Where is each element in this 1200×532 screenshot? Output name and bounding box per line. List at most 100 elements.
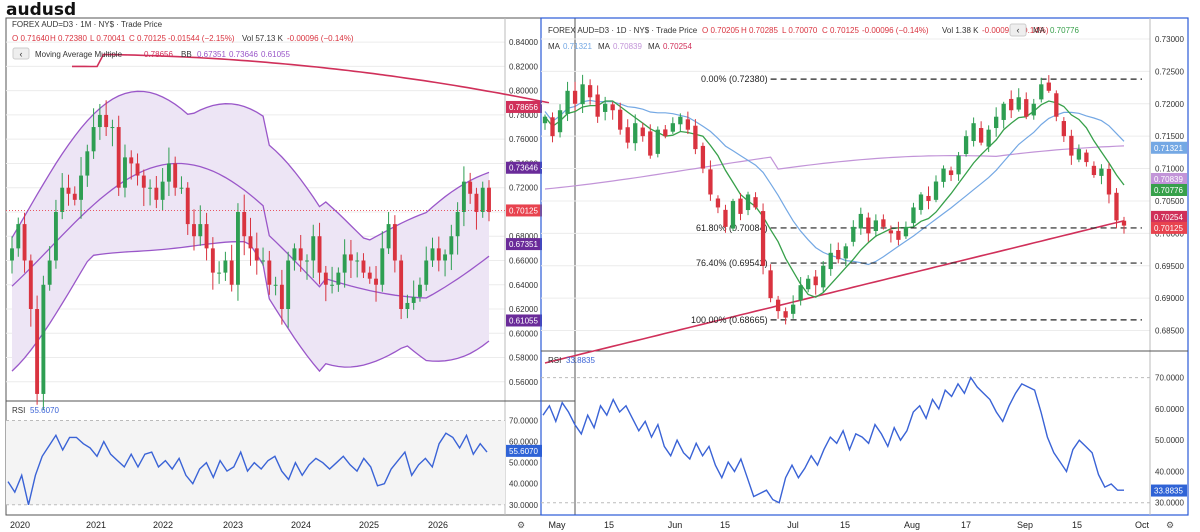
left-y-tick: 0.72000 bbox=[509, 184, 538, 193]
right-candle-body bbox=[663, 129, 668, 137]
right-candle-body bbox=[1009, 98, 1014, 111]
right-candle-body bbox=[715, 198, 721, 208]
right-candle-body bbox=[956, 155, 961, 175]
left-candle-body bbox=[85, 151, 90, 176]
right-candle-body bbox=[948, 170, 954, 176]
right-price-label-bg bbox=[1151, 172, 1187, 185]
left-candle-body bbox=[173, 163, 178, 188]
right-candle-body bbox=[1091, 165, 1097, 176]
left-price-label: 0.78656 bbox=[509, 103, 538, 112]
left-candle-body bbox=[267, 260, 272, 285]
right-candle-body bbox=[1016, 97, 1021, 110]
right-price-label: 0.70125 bbox=[1154, 224, 1183, 233]
left-candle-body bbox=[317, 236, 322, 273]
left-candle-body bbox=[223, 260, 228, 273]
right-rsi-line bbox=[542, 376, 1124, 504]
left-candle-body bbox=[141, 175, 146, 188]
left-candle-body bbox=[236, 211, 240, 285]
left-y-tick: 0.76000 bbox=[509, 135, 538, 144]
right-candle-body bbox=[1121, 220, 1127, 226]
left-candle-body bbox=[292, 248, 297, 261]
right-symbol: FOREX AUD=D3 · 1D · NY$ · Trade Price bbox=[548, 26, 698, 35]
left-candle-body bbox=[242, 211, 247, 237]
right-candle-body bbox=[790, 304, 796, 314]
left-mam-value: 0.78656 bbox=[144, 50, 173, 59]
right-candle-body bbox=[941, 168, 946, 182]
left-candle-body bbox=[261, 260, 265, 262]
left-candle-body bbox=[418, 284, 422, 297]
left-candle-body bbox=[116, 127, 121, 188]
left-candle-body bbox=[79, 175, 83, 200]
left-candle-body bbox=[229, 260, 234, 285]
left-price-label: 0.70125 bbox=[509, 206, 538, 215]
left-candle-body bbox=[217, 272, 222, 274]
right-candle-body bbox=[738, 198, 743, 214]
right-x-tick: Oct bbox=[1135, 520, 1150, 530]
left-rsi-y-tick: 60.0000 bbox=[509, 438, 538, 447]
right-candle-body bbox=[610, 104, 615, 111]
right-x-tick: 15 bbox=[1072, 520, 1082, 530]
right-candle-body bbox=[700, 145, 706, 169]
left-volume-change: -0.00096 (−0.14%) bbox=[287, 34, 354, 43]
right-candle-body bbox=[572, 90, 578, 104]
right-rsi-label: RSI bbox=[548, 356, 561, 365]
right-candle-body bbox=[1024, 99, 1029, 117]
right-candle-body bbox=[768, 270, 773, 299]
right-candle-body bbox=[775, 299, 781, 312]
left-candle-body bbox=[198, 224, 203, 237]
left-candle-body bbox=[10, 248, 14, 261]
left-candle-body bbox=[399, 260, 404, 310]
left-rsi-value-label: 55.6070 bbox=[509, 447, 538, 456]
right-close: C 0.70125 bbox=[822, 26, 859, 35]
left-candle-body bbox=[104, 114, 109, 128]
right-candle-body bbox=[618, 109, 623, 130]
left-candle-body bbox=[66, 187, 71, 194]
right-x-tick: Jul bbox=[787, 520, 799, 530]
right-volume: Vol 1.38 K bbox=[942, 26, 979, 35]
left-candle-body bbox=[424, 260, 429, 285]
left-x-tick: 2023 bbox=[223, 520, 243, 530]
right-x-tick: 17 bbox=[961, 520, 971, 530]
left-candle-body bbox=[480, 187, 485, 212]
left-candle-body bbox=[91, 127, 96, 152]
right-candle-body bbox=[633, 123, 638, 144]
right-candle-body bbox=[836, 249, 841, 260]
right-ma-label: MA bbox=[598, 42, 611, 51]
right-candle-body bbox=[1054, 93, 1059, 117]
left-rsi-y-tick: 70.0000 bbox=[509, 417, 538, 426]
right-candle-body bbox=[587, 85, 593, 98]
right-candle-body bbox=[881, 219, 886, 227]
left-candle-body bbox=[405, 302, 410, 310]
left-collapse-button[interactable] bbox=[12, 47, 30, 60]
right-collapse-button[interactable] bbox=[1009, 23, 1027, 37]
right-rsi-value-label: 33.8835 bbox=[1154, 487, 1183, 496]
right-ma-red-line bbox=[544, 220, 1125, 364]
left-candle-body bbox=[386, 224, 391, 249]
right-rsi-value-bg bbox=[1151, 484, 1187, 497]
left-symbol: FOREX AUD=D3 · 1M · NY$ · Trade Price bbox=[12, 20, 163, 29]
right-ma-blue-line bbox=[544, 99, 1125, 266]
right-ma-label: MA bbox=[548, 42, 561, 51]
left-change: -0.01544 (−2.15%) bbox=[168, 34, 235, 43]
left-settings-icon: ⚙ bbox=[517, 520, 525, 530]
left-candle-body bbox=[487, 187, 491, 212]
right-y-tick: 0.72500 bbox=[1155, 67, 1184, 76]
right-candle-body bbox=[866, 217, 871, 234]
right-x-tick: 15 bbox=[720, 520, 730, 530]
right-candle-body bbox=[648, 131, 653, 156]
right-candle-body bbox=[873, 220, 879, 231]
right-candle-body bbox=[1046, 82, 1051, 91]
right-candle-body bbox=[550, 117, 555, 137]
right-price-label-bg bbox=[1151, 183, 1187, 196]
left-candle-body bbox=[135, 163, 140, 176]
right-x-tick: Sep bbox=[1017, 520, 1033, 530]
right-candle-body bbox=[858, 213, 863, 229]
right-candle-body bbox=[670, 123, 675, 132]
left-candle-body bbox=[41, 284, 46, 394]
right-change: -0.00096 (−0.14%) bbox=[862, 26, 929, 35]
left-price-label: 0.67351 bbox=[509, 240, 538, 249]
left-candle-body bbox=[311, 236, 316, 261]
left-candle-body bbox=[392, 224, 397, 261]
left-candle-body bbox=[430, 248, 435, 261]
